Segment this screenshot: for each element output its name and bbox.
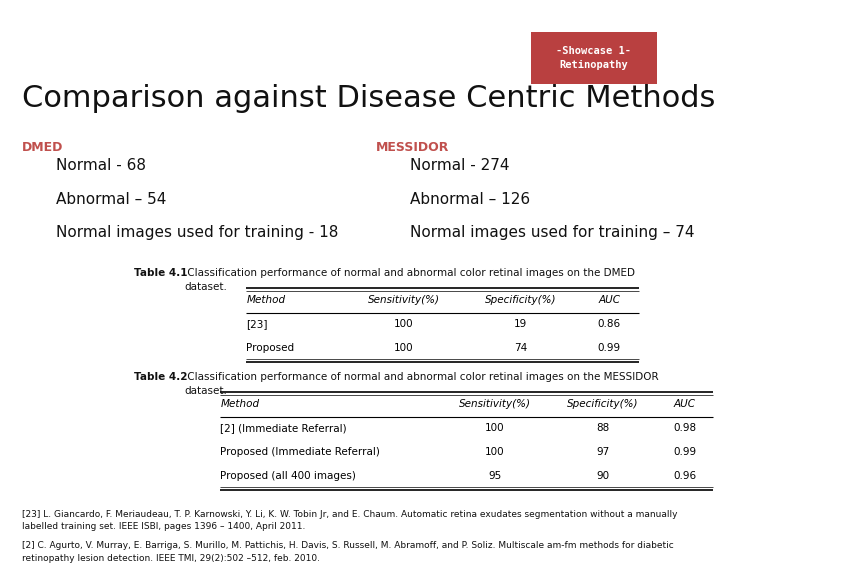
- Text: 19: 19: [514, 319, 527, 329]
- Text: 90: 90: [596, 471, 609, 481]
- Text: 74: 74: [514, 343, 527, 353]
- Text: [23]: [23]: [246, 319, 268, 329]
- Text: Sensitivity(%): Sensitivity(%): [368, 295, 440, 305]
- Text: Normal - 274: Normal - 274: [410, 158, 510, 173]
- Text: Table 4.1: Table 4.1: [134, 268, 187, 278]
- Text: -Showcase 1-
Retinopathy: -Showcase 1- Retinopathy: [556, 46, 632, 70]
- Text: Normal images used for training – 74: Normal images used for training – 74: [410, 225, 695, 240]
- Text: Proposed: Proposed: [246, 343, 295, 353]
- Text: AUC: AUC: [598, 295, 620, 305]
- Text: [2] (Immediate Referral): [2] (Immediate Referral): [220, 423, 347, 433]
- Text: [2] C. Agurto, V. Murray, E. Barriga, S. Murillo, M. Pattichis, H. Davis, S. Rus: [2] C. Agurto, V. Murray, E. Barriga, S.…: [22, 541, 673, 563]
- Text: [23] L. Giancardo, F. Meriaudeau, T. P. Karnowski, Y. Li, K. W. Tobin Jr, and E.: [23] L. Giancardo, F. Meriaudeau, T. P. …: [22, 510, 677, 531]
- Text: 0.96: 0.96: [673, 471, 696, 481]
- Text: 0.86: 0.86: [598, 319, 620, 329]
- Text: 97: 97: [596, 447, 609, 457]
- Text: 0.99: 0.99: [673, 447, 696, 457]
- Text: Method: Method: [220, 399, 259, 408]
- FancyBboxPatch shape: [531, 32, 657, 84]
- Text: Classification performance of normal and abnormal color retinal images on the DM: Classification performance of normal and…: [184, 268, 635, 292]
- Text: Proposed (Immediate Referral): Proposed (Immediate Referral): [220, 447, 380, 457]
- Text: Specificity(%): Specificity(%): [485, 295, 556, 305]
- Text: 0.98: 0.98: [673, 423, 696, 433]
- Text: 0.99: 0.99: [598, 343, 620, 353]
- Text: Normal images used for training - 18: Normal images used for training - 18: [56, 225, 339, 240]
- Text: AUC: AUC: [674, 399, 696, 408]
- Text: 88: 88: [596, 423, 609, 433]
- Text: Sensitivity(%): Sensitivity(%): [459, 399, 530, 408]
- Text: Normal - 68: Normal - 68: [56, 158, 146, 173]
- Text: Comparison against Disease Centric Methods: Comparison against Disease Centric Metho…: [22, 84, 715, 112]
- Text: Specificity(%): Specificity(%): [567, 399, 638, 408]
- Text: 100: 100: [394, 319, 414, 329]
- Text: Abnormal – 54: Abnormal – 54: [56, 192, 167, 207]
- Text: Proposed (all 400 images): Proposed (all 400 images): [220, 471, 356, 481]
- Text: 95: 95: [488, 471, 501, 481]
- Text: Table 4.2: Table 4.2: [134, 372, 187, 381]
- Text: 100: 100: [485, 423, 505, 433]
- Text: Classification performance of normal and abnormal color retinal images on the ME: Classification performance of normal and…: [184, 372, 658, 396]
- Text: Method: Method: [246, 295, 285, 305]
- Text: 100: 100: [485, 447, 505, 457]
- Text: Abnormal – 126: Abnormal – 126: [410, 192, 530, 207]
- Text: DMED: DMED: [22, 141, 63, 154]
- Text: 100: 100: [394, 343, 414, 353]
- Text: MESSIDOR: MESSIDOR: [376, 141, 449, 154]
